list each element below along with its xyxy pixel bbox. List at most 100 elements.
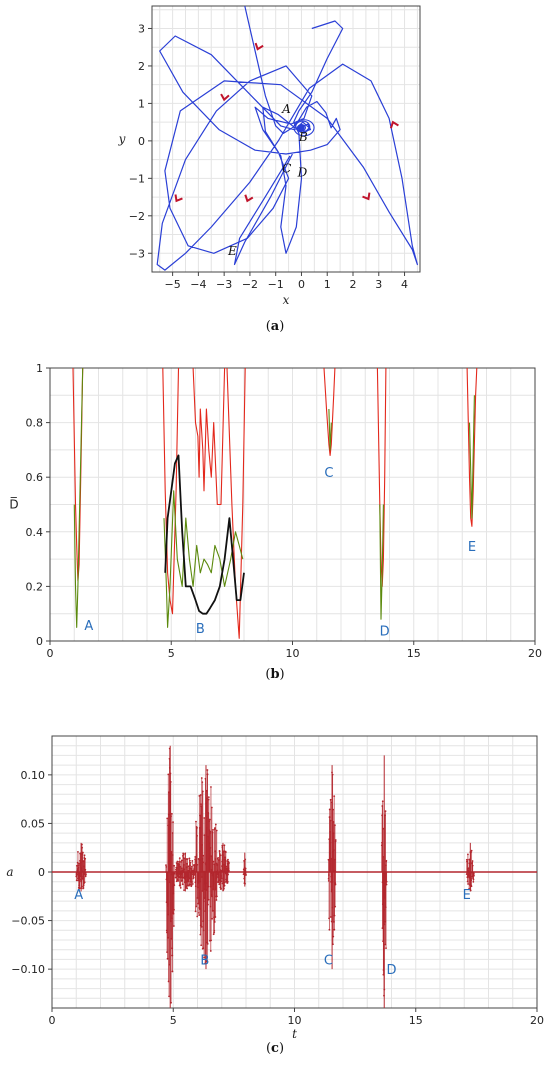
data-point (220, 887, 222, 890)
x-tick-label: 0 (298, 278, 305, 291)
data-point (195, 905, 198, 908)
data-point (165, 864, 167, 866)
data-point (175, 880, 178, 883)
panel-caption: (b) (265, 667, 284, 682)
data-point (203, 817, 206, 819)
series-line-0 (192, 367, 226, 506)
caption-open: ( (266, 1041, 271, 1056)
data-point (166, 957, 169, 960)
x-tick-label: 5 (168, 647, 175, 660)
series-line-0 (162, 367, 180, 615)
data-point (198, 914, 201, 916)
data-point (329, 798, 332, 801)
data-point (81, 851, 84, 854)
direction-arrow (254, 42, 264, 51)
data-point (188, 884, 190, 887)
data-point (177, 879, 180, 882)
data-point (472, 878, 475, 881)
y-tick-label: 0 (38, 866, 45, 879)
y-tick-label: 0.8 (26, 417, 44, 430)
annotation-label: C (282, 162, 291, 176)
data-point (84, 857, 87, 860)
y-axis-label: a (6, 865, 13, 879)
data-point (385, 947, 387, 950)
loop-near-B (295, 120, 311, 133)
data-point (196, 826, 198, 829)
data-point (84, 868, 87, 871)
data-point (467, 853, 469, 856)
x-tick-label: 1 (324, 278, 331, 291)
x-tick-label: 4 (401, 278, 408, 291)
annotation-label: E (468, 540, 476, 555)
series-line-1 (163, 490, 244, 628)
data-point (168, 995, 170, 998)
caption-open: ( (266, 319, 271, 334)
data-point (170, 812, 173, 815)
data-point (83, 854, 86, 857)
loop-near-B (293, 119, 315, 137)
data-point (187, 865, 190, 868)
data-point (188, 859, 191, 862)
direction-arrow (220, 93, 230, 102)
panel-caption: (c) (266, 1041, 284, 1056)
direction-arrow (389, 120, 399, 129)
data-point (186, 887, 189, 890)
data-point (201, 781, 204, 784)
annotation-label: C (324, 466, 333, 481)
data-point (385, 883, 388, 886)
data-point (200, 925, 203, 928)
data-point (200, 944, 203, 947)
series-line-1 (328, 408, 332, 451)
data-point (193, 874, 196, 876)
x-tick-label: −5 (165, 278, 181, 291)
data-point (227, 873, 230, 876)
data-point (218, 852, 221, 855)
series-line-0 (323, 367, 336, 456)
data-point (472, 880, 475, 883)
data-point (200, 777, 203, 779)
annotation-label: E (227, 244, 237, 258)
data-point (186, 858, 189, 860)
scatter-points (75, 745, 475, 1008)
trajectory-chart: −5 −4 −3 −2 −1 0 1 2 3 4 3 2 1 0 −1 −2 −3 AB C D Ex y (a) (118, 5, 421, 334)
data-point (191, 859, 194, 862)
plot-frame (151, 5, 421, 273)
data-point (228, 862, 230, 864)
data-point (206, 943, 209, 945)
x-tick-label: 2 (350, 278, 357, 291)
annotation-label: A (74, 888, 83, 903)
x-axis-label: x (283, 293, 290, 307)
data-point (172, 821, 174, 824)
data-point (173, 908, 175, 911)
data-point (382, 827, 385, 830)
data-point (82, 887, 85, 889)
x-tick-label: 5 (170, 1014, 177, 1027)
y-axis-label: D̅ (9, 496, 18, 511)
y-tick-label: 0.05 (21, 817, 46, 830)
data-point (381, 800, 384, 803)
data-point (217, 856, 220, 859)
data-point (81, 846, 84, 849)
data-point (218, 883, 221, 885)
data-point (78, 887, 81, 889)
point-B-marker (298, 124, 305, 131)
data-point (223, 887, 225, 890)
data-point (203, 834, 206, 836)
data-point (385, 880, 388, 883)
series-line-1 (73, 367, 84, 628)
y-tick-label: 0.10 (21, 769, 46, 782)
data-point (183, 889, 185, 892)
data-point (196, 915, 199, 918)
data-point (195, 820, 197, 823)
x-tick-label: 0 (49, 1014, 56, 1027)
data-point (173, 872, 176, 875)
y-tick-label: 0.2 (26, 580, 44, 593)
data-point (210, 806, 213, 809)
y-tick-label: 0.6 (26, 471, 44, 484)
data-point (83, 882, 85, 885)
data-point (214, 916, 217, 918)
data-point (165, 865, 168, 868)
data-point (223, 881, 226, 884)
